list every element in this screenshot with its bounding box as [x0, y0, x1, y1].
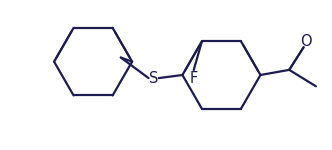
- Text: S: S: [149, 71, 158, 86]
- Text: F: F: [190, 71, 198, 86]
- Text: O: O: [300, 34, 311, 49]
